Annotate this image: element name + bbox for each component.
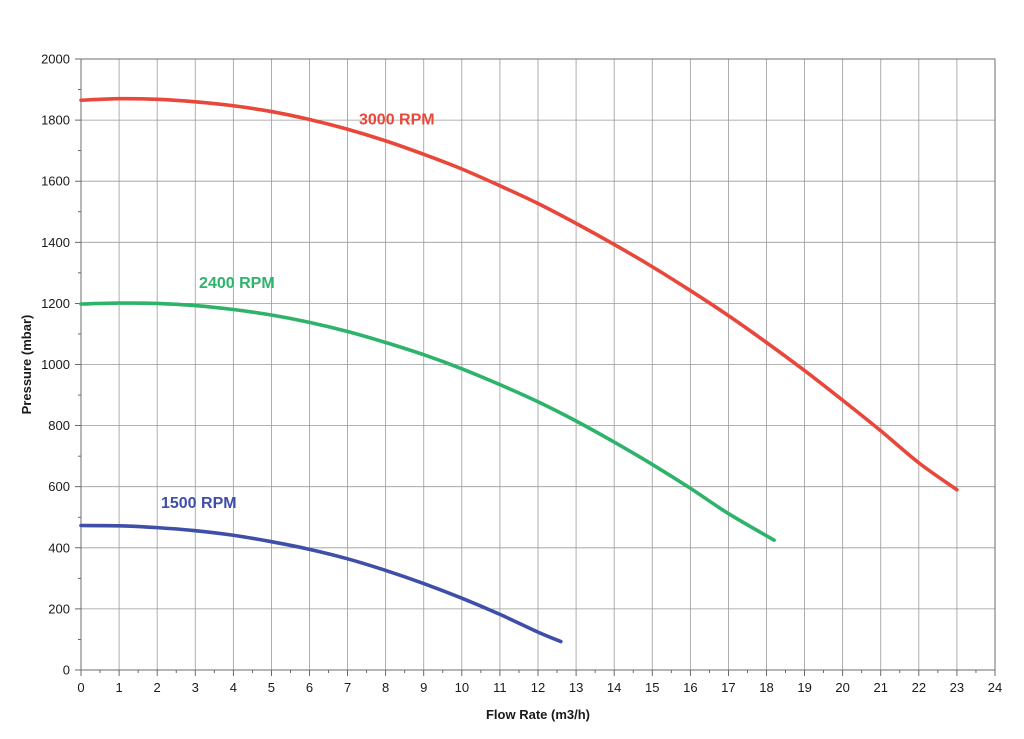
x-tick-label: 10 [455, 680, 469, 695]
x-tick-label: 5 [268, 680, 275, 695]
x-tick-label: 17 [721, 680, 735, 695]
tick-marks [75, 58, 996, 676]
x-tick-label: 1 [115, 680, 122, 695]
series-labels: 3000 RPM 2400 RPM 1500 RPM [161, 112, 435, 512]
series-line-3000-rpm [79, 96, 959, 492]
y-tick-label: 2000 [41, 52, 70, 67]
x-tick-label: 22 [912, 680, 926, 695]
x-tick-label: 12 [531, 680, 545, 695]
y-tick-label: 1800 [41, 113, 70, 128]
x-tick-label: 0 [77, 680, 84, 695]
x-tick-label: 21 [874, 680, 888, 695]
series-label-3000-rpm: 3000 RPM [359, 112, 435, 129]
x-axis-title: Flow Rate (m3/h) [486, 707, 590, 722]
y-tick-label: 600 [48, 479, 70, 494]
x-tick-label: 23 [950, 680, 964, 695]
x-tick-label: 9 [420, 680, 427, 695]
x-tick-label: 14 [607, 680, 621, 695]
x-tick-label: 8 [382, 680, 389, 695]
x-tick-label: 16 [683, 680, 697, 695]
x-tick-label: 13 [569, 680, 583, 695]
y-tick-label: 200 [48, 601, 70, 616]
x-axis-tick-labels: 0 1 2 3 4 5 6 7 8 9 10 11 12 13 14 15 16 17 18 19 20 21 22 23 24 [77, 680, 1002, 695]
y-axis-tick-labels: 0 200 400 600 800 1000 1200 1400 1600 1800 2000 [41, 52, 70, 678]
y-tick-label: 1600 [41, 174, 70, 189]
y-tick-label: 1200 [41, 296, 70, 311]
series-label-2400-rpm: 2400 RPM [199, 275, 275, 292]
y-tick-label: 1000 [41, 357, 70, 372]
x-tick-label: 4 [230, 680, 237, 695]
grid [80, 58, 996, 671]
y-tick-label: 0 [63, 663, 70, 678]
plot-area [80, 58, 996, 671]
x-tick-label: 20 [835, 680, 849, 695]
x-tick-label: 19 [797, 680, 811, 695]
y-tick-label: 800 [48, 418, 70, 433]
series-lines [79, 96, 959, 644]
x-tick-label: 18 [759, 680, 773, 695]
series-line-2400-rpm [79, 301, 776, 542]
y-axis-title: Pressure (mbar) [19, 315, 34, 415]
x-tick-label: 2 [154, 680, 161, 695]
x-tick-label: 6 [306, 680, 313, 695]
series-line-1500-rpm [79, 523, 563, 644]
y-tick-label: 1400 [41, 235, 70, 250]
y-tick-label: 400 [48, 540, 70, 555]
series-label-1500-rpm: 1500 RPM [161, 495, 237, 512]
x-tick-label: 15 [645, 680, 659, 695]
x-tick-label: 11 [493, 680, 507, 695]
x-tick-label: 24 [988, 680, 1002, 695]
x-tick-label: 3 [192, 680, 199, 695]
x-tick-label: 7 [344, 680, 351, 695]
